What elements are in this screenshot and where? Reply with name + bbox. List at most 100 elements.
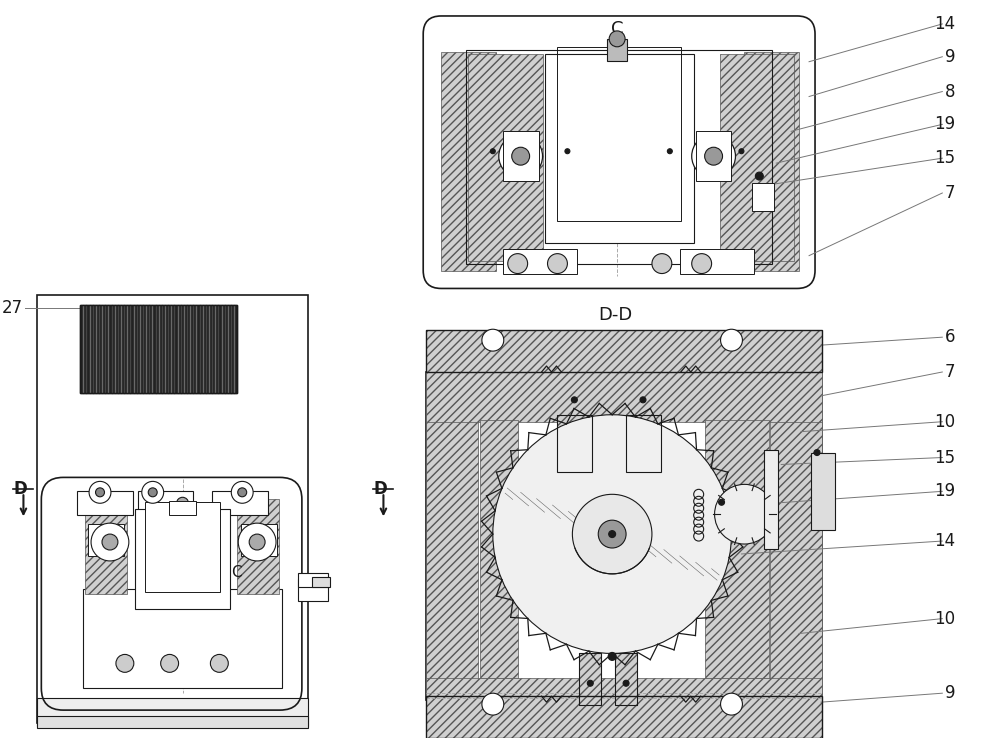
- Circle shape: [572, 494, 652, 574]
- Text: D: D: [13, 480, 27, 498]
- Bar: [88, 524, 124, 556]
- Bar: [426, 696, 822, 738]
- Bar: [169, 501, 196, 515]
- Bar: [441, 52, 496, 271]
- Text: 7: 7: [945, 184, 955, 202]
- Circle shape: [705, 147, 723, 165]
- Circle shape: [493, 414, 731, 653]
- Bar: [607, 38, 627, 61]
- Circle shape: [692, 254, 712, 274]
- Text: 27: 27: [1, 300, 22, 317]
- Bar: [237, 500, 279, 593]
- Bar: [298, 579, 328, 601]
- Bar: [426, 679, 822, 700]
- Circle shape: [571, 397, 577, 403]
- Text: 10: 10: [934, 413, 955, 431]
- Bar: [212, 491, 268, 515]
- Bar: [83, 589, 282, 688]
- Bar: [77, 491, 133, 515]
- Circle shape: [814, 450, 820, 456]
- Circle shape: [161, 654, 179, 673]
- Circle shape: [91, 523, 129, 561]
- Circle shape: [96, 488, 104, 497]
- Text: 14: 14: [934, 15, 955, 33]
- Circle shape: [640, 397, 646, 403]
- Circle shape: [490, 149, 495, 154]
- Text: 8: 8: [945, 83, 955, 101]
- Circle shape: [739, 149, 744, 154]
- Text: 15: 15: [934, 448, 955, 466]
- Bar: [298, 573, 328, 587]
- Bar: [426, 330, 822, 372]
- Text: 10: 10: [934, 610, 955, 628]
- Bar: [696, 131, 731, 181]
- Bar: [720, 54, 794, 260]
- Text: D-D: D-D: [598, 306, 632, 324]
- Text: D: D: [373, 480, 387, 498]
- Bar: [579, 653, 601, 705]
- Bar: [80, 306, 237, 393]
- Bar: [744, 52, 799, 271]
- Circle shape: [608, 653, 616, 660]
- Circle shape: [142, 482, 164, 503]
- Bar: [312, 577, 330, 587]
- Bar: [770, 372, 822, 700]
- Bar: [426, 696, 822, 738]
- Circle shape: [598, 520, 626, 548]
- Circle shape: [609, 531, 616, 537]
- Circle shape: [715, 485, 774, 544]
- Text: 9: 9: [945, 48, 955, 66]
- Circle shape: [719, 500, 725, 505]
- Circle shape: [177, 497, 189, 509]
- Bar: [135, 509, 230, 609]
- Bar: [811, 453, 835, 530]
- Text: 6: 6: [945, 328, 955, 346]
- Text: 19: 19: [934, 115, 955, 133]
- Bar: [426, 372, 822, 422]
- Bar: [426, 372, 478, 700]
- Bar: [680, 249, 754, 274]
- Bar: [426, 330, 822, 372]
- Bar: [468, 54, 543, 260]
- Bar: [705, 420, 769, 679]
- Circle shape: [565, 149, 570, 154]
- Bar: [37, 698, 308, 726]
- Bar: [426, 372, 822, 700]
- Bar: [626, 414, 661, 472]
- Text: 9: 9: [945, 684, 955, 702]
- Circle shape: [667, 149, 672, 154]
- Text: C: C: [231, 565, 242, 580]
- Circle shape: [249, 534, 265, 550]
- Circle shape: [609, 31, 625, 47]
- Bar: [241, 524, 277, 556]
- Circle shape: [148, 488, 157, 497]
- Circle shape: [482, 693, 504, 715]
- Circle shape: [548, 254, 567, 274]
- Bar: [503, 249, 577, 274]
- Bar: [85, 500, 127, 593]
- Circle shape: [512, 147, 530, 165]
- Bar: [145, 502, 220, 592]
- Circle shape: [721, 329, 742, 351]
- Bar: [545, 54, 694, 243]
- FancyBboxPatch shape: [423, 16, 815, 289]
- Bar: [752, 183, 774, 211]
- Bar: [37, 716, 308, 728]
- Bar: [557, 47, 681, 221]
- Circle shape: [623, 680, 629, 686]
- Circle shape: [89, 482, 111, 503]
- Circle shape: [721, 693, 742, 715]
- Text: 7: 7: [945, 363, 955, 381]
- Text: 15: 15: [934, 149, 955, 167]
- Bar: [466, 50, 772, 263]
- Bar: [626, 414, 661, 472]
- Bar: [480, 420, 518, 679]
- Circle shape: [238, 523, 276, 561]
- Circle shape: [238, 488, 247, 497]
- Circle shape: [587, 680, 593, 686]
- Circle shape: [210, 654, 228, 673]
- Bar: [557, 414, 592, 472]
- Circle shape: [508, 254, 528, 274]
- Bar: [37, 295, 308, 723]
- Circle shape: [231, 482, 253, 503]
